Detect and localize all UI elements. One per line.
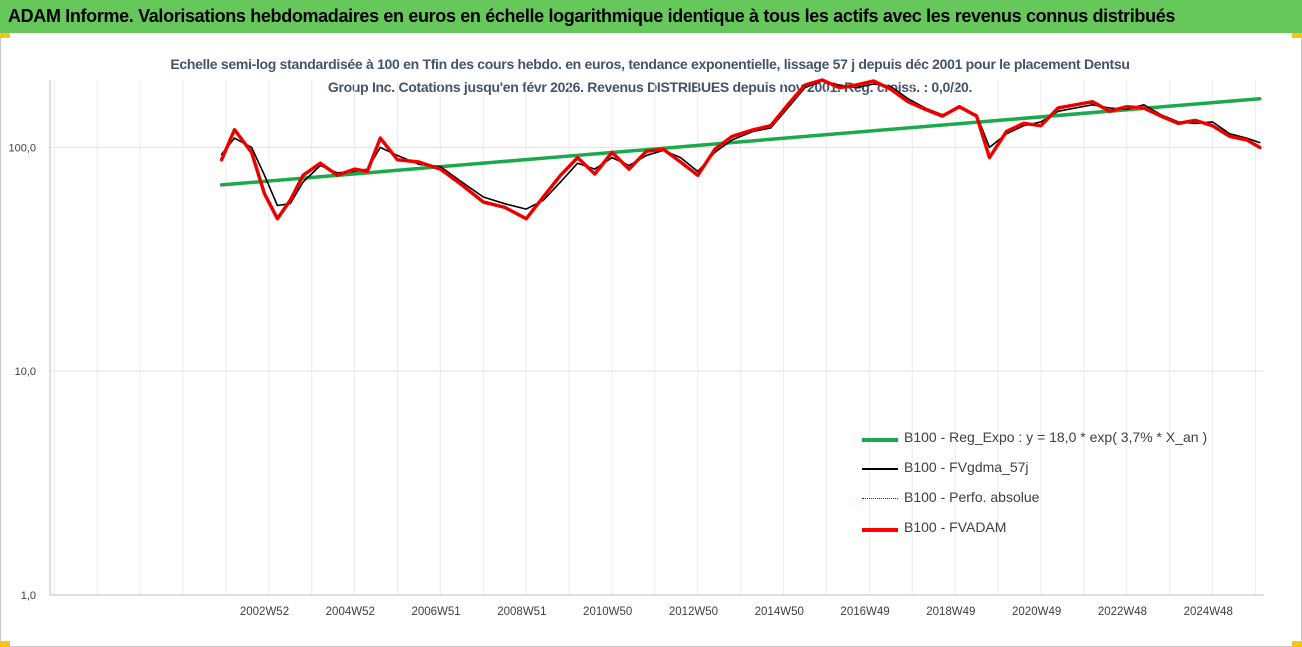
series-line-b100-reg-expo-y-18-0-exp-3-7-x-an [219,96,1262,187]
y-tick-label: 100,0 [8,142,36,154]
y-tick-label: 10,0 [15,366,36,378]
series-line-b100-perfo-absolue [221,79,1261,220]
x-tick-label: 2010W50 [583,606,632,618]
legend-swatch [862,498,898,499]
x-tick-label: 2002W52 [240,606,289,618]
x-tick-label: 2018W49 [926,606,975,618]
corner-marker-bottom-left [0,641,10,647]
x-tick-label: 2016W49 [840,606,889,618]
x-tick-label: 2008W51 [497,606,546,618]
x-tick-label: 2006W51 [411,606,460,618]
legend-swatch [862,468,898,470]
axes [49,80,1264,596]
legend-label: B100 - FVgdma_57j [904,459,1029,475]
x-tick-label: 2022W48 [1098,606,1147,618]
legend-label: B100 - FVADAM [904,519,1007,535]
legend-swatch [862,528,898,532]
x-tick-label: 2014W50 [755,606,804,618]
y-tick-label: 1,0 [21,590,36,602]
x-tick-label: 2024W48 [1184,606,1233,618]
corner-marker-top-right [1292,33,1302,38]
legend-label: B100 - Perfo. absolue [904,489,1040,505]
legend-label: B100 - Reg_Expo : y = 18,0 * exp( 3,7% *… [904,429,1208,445]
x-tick-label: 2012W50 [669,606,718,618]
legend-item: B100 - Reg_Expo : y = 18,0 * exp( 3,7% *… [862,425,1262,455]
series-lines [219,78,1262,221]
x-tick-label: 2004W52 [326,606,375,618]
legend-swatch [862,438,898,442]
x-tick-labels: 2002W52 2004W52 2006W51 2008W51 2010W50 2012W… [240,606,1233,618]
header-banner: ADAM Informe. Valorisations hebdomadaire… [0,0,1302,33]
legend-item: B100 - FVADAM [862,515,1262,545]
y-tick-labels: 1,0 10,0 100,0 [8,142,36,602]
banner-title: ADAM Informe. Valorisations hebdomadaire… [8,6,1176,26]
corner-marker-bottom-right [1292,641,1302,647]
x-tick-label: 2020W49 [1012,606,1061,618]
legend-item: B100 - Perfo. absolue [862,485,1262,515]
legend-item: B100 - FVgdma_57j [862,455,1262,485]
corner-marker-top-left [0,33,10,38]
